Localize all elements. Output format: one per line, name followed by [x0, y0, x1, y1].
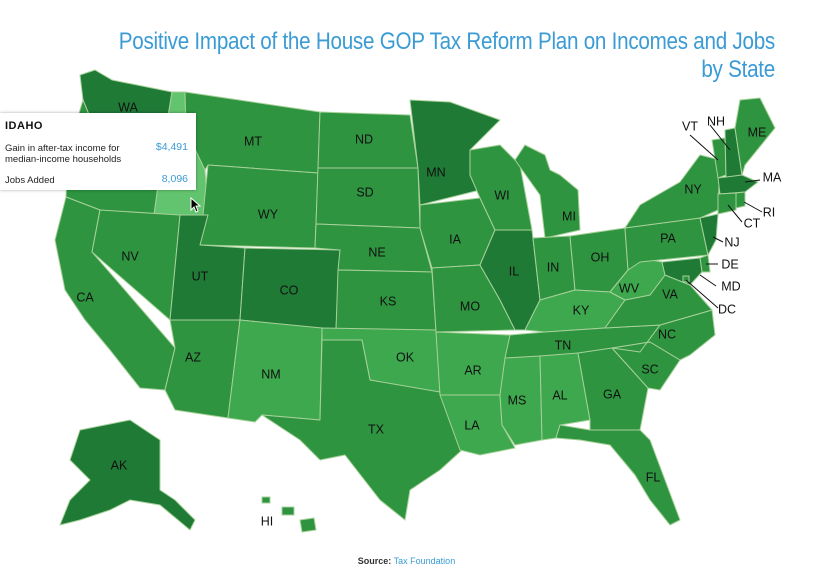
- state-CO[interactable]: [239, 247, 341, 331]
- state-DC[interactable]: [682, 275, 690, 283]
- state-NM[interactable]: [227, 319, 323, 423]
- leader-lines: [685, 124, 763, 309]
- state-label-ct: CT: [744, 216, 761, 230]
- state-label-nh: NH: [707, 114, 725, 128]
- state-label-ma: MA: [763, 170, 782, 184]
- state-IN[interactable]: [532, 235, 576, 301]
- state-ME[interactable]: [734, 97, 776, 176]
- state-MA[interactable]: [717, 174, 759, 195]
- state-label-dc: DC: [718, 302, 736, 316]
- state-label-hi: HI: [261, 514, 274, 528]
- tooltip-income-value: $4,491: [155, 141, 188, 153]
- state-NJ[interactable]: [699, 213, 719, 256]
- state-MI[interactable]: [514, 144, 581, 239]
- source-line: Source: Tax Foundation: [0, 556, 813, 566]
- state-AK[interactable]: [59, 419, 196, 531]
- source-label: Source:: [357, 556, 392, 566]
- state-label-vt: VT: [682, 119, 698, 133]
- state-label-md: MD: [721, 279, 740, 293]
- mouse-cursor-icon: [190, 197, 202, 213]
- state-FL[interactable]: [555, 424, 681, 526]
- state-SD[interactable]: [315, 167, 421, 229]
- tooltip-jobs-label: Jobs Added: [5, 175, 55, 186]
- tooltip-jobs-value: 8,096: [161, 173, 188, 185]
- state-label-de: DE: [721, 257, 738, 271]
- state-MD[interactable]: [661, 257, 703, 286]
- tooltip-income-label: Gain in after-tax income for median-inco…: [5, 143, 122, 165]
- state-TX[interactable]: [261, 339, 463, 521]
- state-tooltip: IDAHO Gain in after-tax income for media…: [0, 113, 196, 190]
- state-HI[interactable]: [261, 496, 317, 533]
- map-title: Positive Impact of the House GOP Tax Ref…: [118, 28, 776, 83]
- state-RI[interactable]: [735, 191, 746, 209]
- state-label-nj: NJ: [724, 235, 739, 249]
- state-MS[interactable]: [499, 355, 543, 446]
- state-KS[interactable]: [335, 269, 437, 331]
- state-AR[interactable]: [435, 331, 511, 396]
- state-WY[interactable]: [199, 164, 319, 249]
- state-label-ri: RI: [763, 205, 776, 219]
- state-MT[interactable]: [184, 91, 321, 174]
- source-link[interactable]: Tax Foundation: [393, 556, 456, 566]
- state-AZ[interactable]: [164, 319, 241, 419]
- state-ND[interactable]: [317, 111, 419, 169]
- state-NY[interactable]: [624, 154, 721, 229]
- tooltip-state-name: IDAHO: [5, 120, 43, 132]
